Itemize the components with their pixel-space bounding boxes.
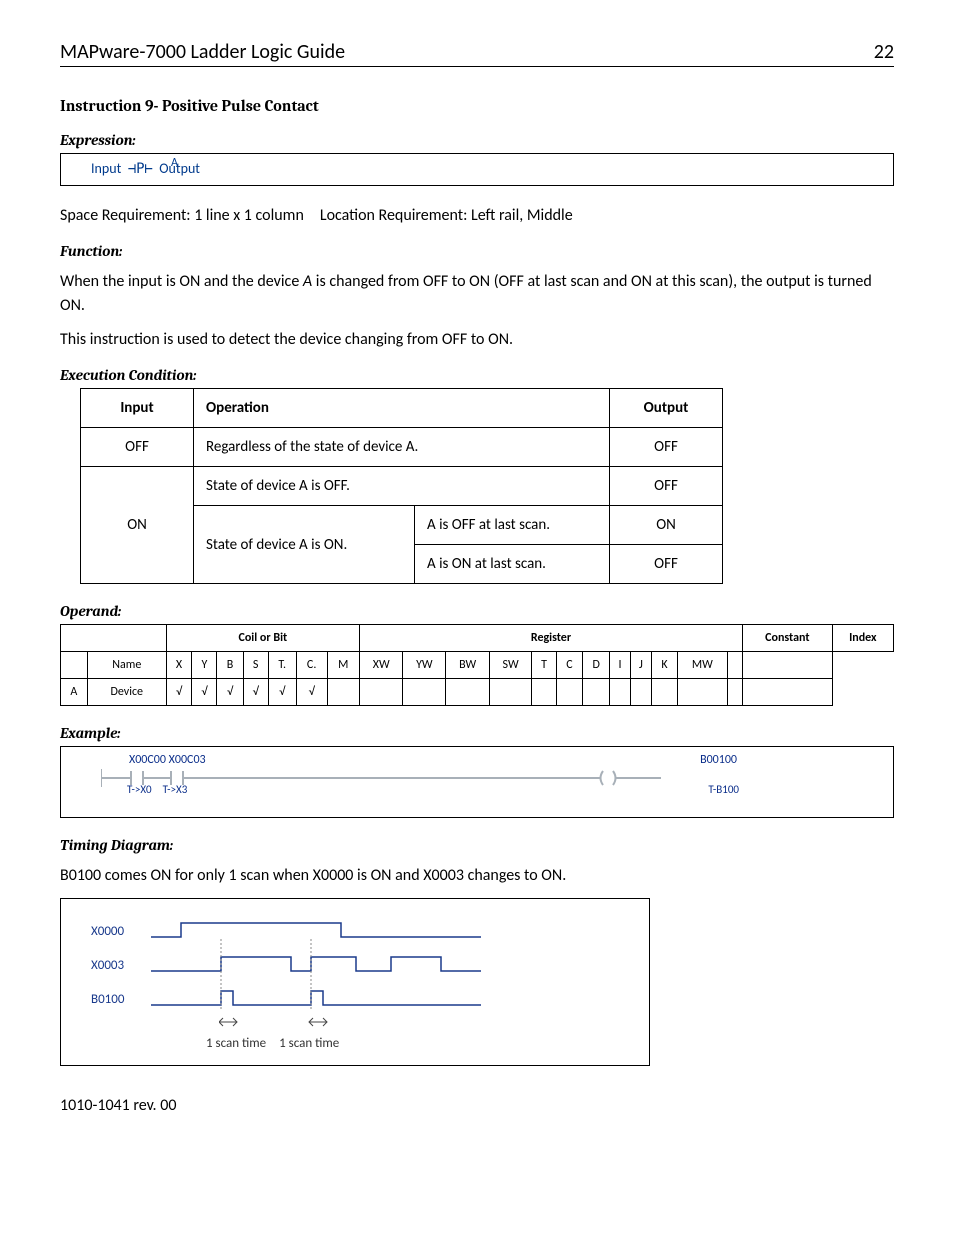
operand-sub-header (727, 652, 742, 679)
operand-cell: √ (268, 679, 296, 706)
operand-sub-header: I (610, 652, 630, 679)
operand-cell: √ (166, 679, 192, 706)
timing-signal-row: X0000 (91, 913, 629, 941)
table-row: ON State of device A is OFF. OFF (81, 467, 723, 506)
example-left-annotation: T->X0 T->X3 (127, 783, 187, 796)
timing-signal-label: X0000 (91, 924, 151, 941)
operand-sub-header: SW (490, 652, 532, 679)
operand-cell (446, 679, 490, 706)
operand-sub-header: C (557, 652, 583, 679)
operand-cell (490, 679, 532, 706)
operand-sub-header: X (166, 652, 192, 679)
function-label: Function: (60, 242, 894, 260)
table-row: OFF Regardless of the state of device A.… (81, 428, 723, 467)
operand-cell (359, 679, 402, 706)
operand-sub-header: T (532, 652, 557, 679)
operand-cell (610, 679, 630, 706)
operand-group-header: Coil or Bit (166, 625, 359, 652)
execution-condition-label: Execution Condition: (60, 366, 894, 384)
operand-group-header: Index (832, 625, 893, 652)
operand-cell (677, 679, 727, 706)
positive-pulse-symbol-icon: ⊣P⊢ (128, 161, 153, 177)
expression-a: A (171, 156, 178, 170)
operand-cell: √ (243, 679, 268, 706)
expression-output: Output (159, 160, 200, 177)
operand-cell: Device (87, 679, 166, 706)
exec-th-output: Output (610, 389, 723, 428)
expression-box: A Input ⊣P⊢ Output (60, 153, 894, 186)
page-number: 22 (874, 40, 894, 64)
timing-signal-row: X0003 (91, 947, 629, 975)
operand-cell (630, 679, 652, 706)
scan-time-labels: 1 scan time 1 scan time (206, 1036, 629, 1051)
operand-sub-header: YW (403, 652, 446, 679)
ladder-rung-icon (101, 769, 741, 787)
execution-condition-table: Input Operation Output OFF Regardless of… (80, 388, 723, 584)
timing-waveform-icon (151, 921, 491, 941)
scan-time-arrows (219, 1015, 629, 1032)
function-text-1: When the input is ON and the device A is… (60, 270, 894, 318)
operand-cell (532, 679, 557, 706)
timing-signal-label: X0003 (91, 958, 151, 975)
operand-label: Operand: (60, 602, 894, 620)
timing-text: B0100 comes ON for only 1 scan when X000… (60, 864, 894, 888)
timing-waveform-icon (151, 989, 491, 1009)
example-right-address: B00100 (700, 753, 737, 767)
exec-th-operation: Operation (194, 389, 610, 428)
timing-signal-label: B0100 (91, 992, 151, 1009)
operand-sub-header: MW (677, 652, 727, 679)
operand-sub-header: D (582, 652, 610, 679)
timing-diagram-label: Timing Diagram: (60, 836, 894, 854)
page-header: MAPware-7000 Ladder Logic Guide 22 (60, 40, 894, 67)
function-text-2: This instruction is used to detect the d… (60, 328, 894, 352)
expression-label: Expression: (60, 131, 894, 149)
operand-cell (327, 679, 359, 706)
operand-table: Coil or BitRegisterConstantIndex NameXYB… (60, 624, 894, 706)
operand-cell (582, 679, 610, 706)
operand-group-header-row: Coil or BitRegisterConstantIndex (61, 625, 894, 652)
operand-cell: A (61, 679, 88, 706)
exec-th-input: Input (81, 389, 194, 428)
operand-cell: √ (192, 679, 217, 706)
operand-sub-header: XW (359, 652, 402, 679)
operand-cell (727, 679, 742, 706)
doc-title: MAPware-7000 Ladder Logic Guide (60, 40, 345, 64)
operand-sub-header: T. (268, 652, 296, 679)
operand-cell (652, 679, 678, 706)
operand-sub-header: K (652, 652, 678, 679)
operand-cell (557, 679, 583, 706)
operand-sub-header-row: NameXYBST.C.MXWYWBWSWTCDIJKMW (61, 652, 894, 679)
operand-sub-header: BW (446, 652, 490, 679)
example-box: X00C00 X00C03 B00100 T->X0 T->X3 T-B100 (60, 746, 894, 818)
operand-group-header: Register (359, 625, 742, 652)
timing-signal-row: B0100 (91, 981, 629, 1009)
operand-sub-header (743, 652, 833, 679)
operand-cell (743, 679, 833, 706)
instruction-title: Instruction 9- Positive Pulse Contact (60, 97, 894, 115)
operand-cell: √ (217, 679, 243, 706)
operand-sub-header: Y (192, 652, 217, 679)
operand-group-header (61, 625, 167, 652)
example-label: Example: (60, 724, 894, 742)
operand-sub-header: B (217, 652, 243, 679)
space-location-req: Space Requirement: 1 line x 1 column Loc… (60, 204, 894, 228)
operand-sub-header: S (243, 652, 268, 679)
operand-sub-header: Name (87, 652, 166, 679)
operand-cell (403, 679, 446, 706)
operand-cell: √ (296, 679, 327, 706)
example-left-addresses: X00C00 X00C03 (129, 753, 206, 767)
timing-diagram-box: X0000 X0003 B0100 1 scan time 1 scan time (60, 898, 650, 1066)
operand-group-header: Constant (743, 625, 833, 652)
operand-sub-header: J (630, 652, 652, 679)
operand-data-row: ADevice√√√√√√ (61, 679, 894, 706)
expression-input: Input (91, 160, 121, 177)
timing-waveform-icon (151, 955, 491, 975)
operand-sub-header (61, 652, 88, 679)
operand-sub-header: M (327, 652, 359, 679)
example-right-annotation: T-B100 (708, 783, 739, 796)
operand-sub-header: C. (296, 652, 327, 679)
footer-revision: 1010-1041 rev. 00 (60, 1096, 894, 1115)
